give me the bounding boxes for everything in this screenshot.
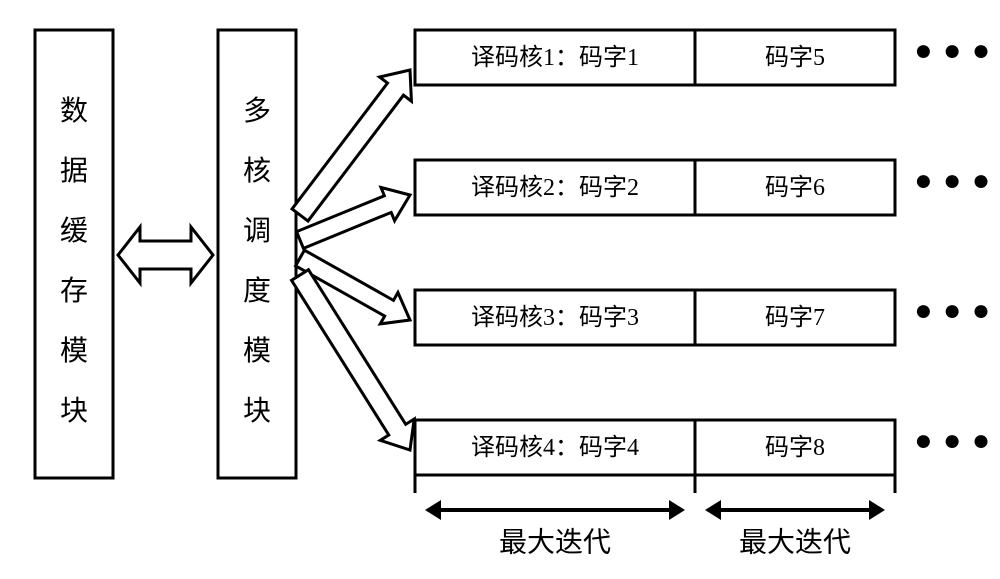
svg-text:译码核1：码字1: 译码核1：码字1: [471, 44, 639, 71]
svg-text:码字6: 码字6: [765, 174, 825, 201]
svg-text:码字5: 码字5: [765, 44, 825, 71]
svg-text:• • •: • • •: [915, 416, 989, 469]
svg-text:• • •: • • •: [915, 156, 989, 209]
svg-text:最大迭代: 最大迭代: [739, 526, 851, 558]
svg-text:译码核3：码字3: 译码核3：码字3: [471, 304, 639, 331]
svg-text:• • •: • • •: [915, 286, 989, 339]
svg-text:译码核4：码字4: 译码核4：码字4: [471, 434, 639, 461]
svg-text:码字8: 码字8: [765, 434, 825, 461]
svg-text:最大迭代: 最大迭代: [499, 526, 611, 558]
svg-text:• • •: • • •: [915, 26, 989, 79]
svg-text:码字7: 码字7: [765, 304, 825, 331]
svg-text:译码核2：码字2: 译码核2：码字2: [471, 174, 639, 201]
